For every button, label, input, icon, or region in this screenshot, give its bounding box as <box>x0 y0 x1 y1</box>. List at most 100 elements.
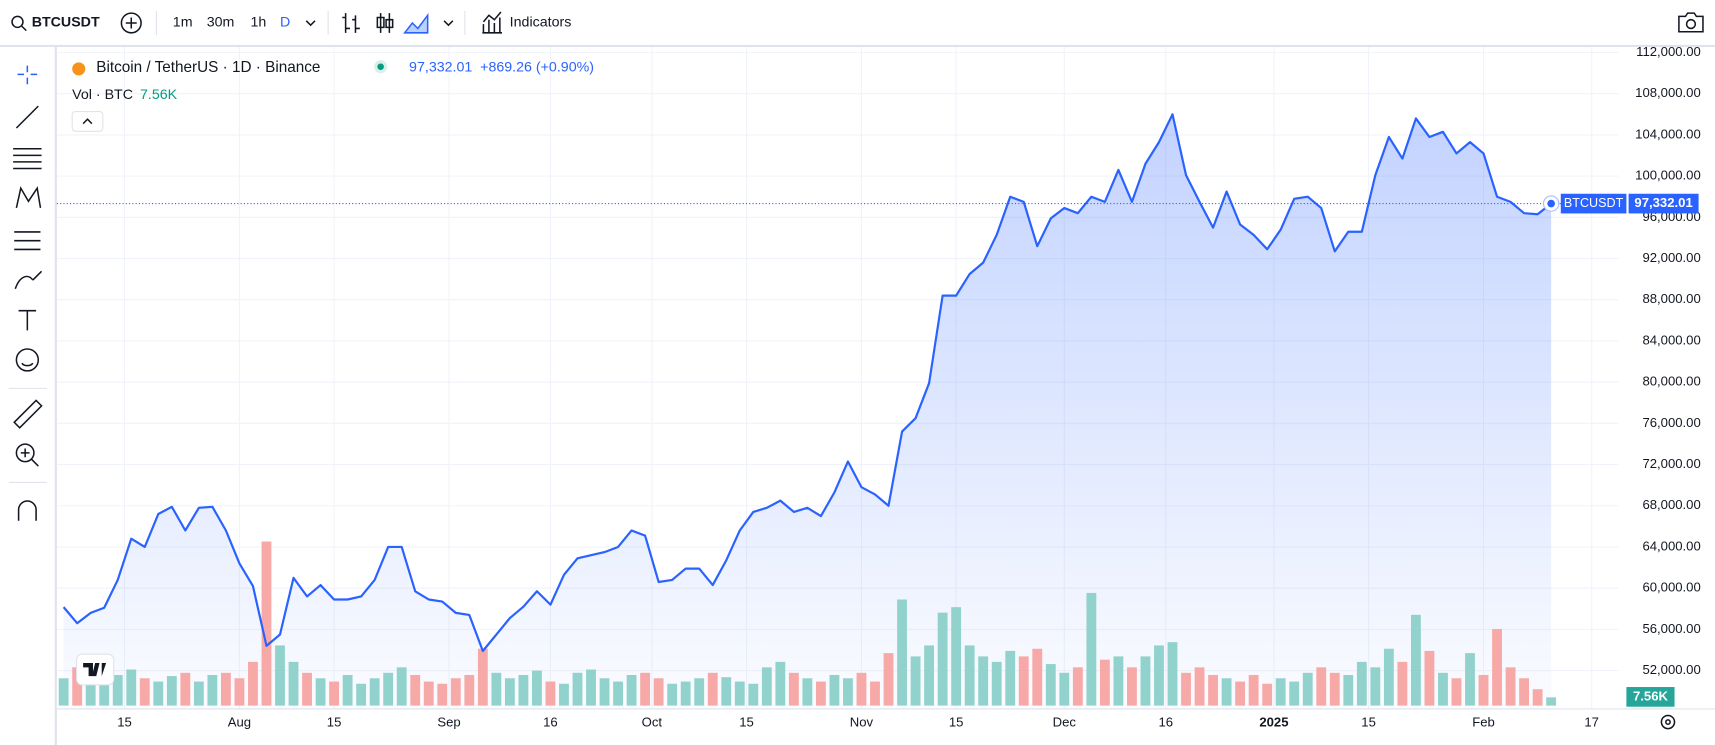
volume-bar <box>1505 667 1516 706</box>
volume-bar <box>870 681 880 706</box>
interval[interactable]: 1h <box>250 15 266 31</box>
volume-bar <box>1492 629 1502 706</box>
volume-bar <box>383 672 394 706</box>
volume-bar <box>464 674 475 706</box>
volume-bar <box>1045 664 1056 706</box>
volume-bar <box>545 681 556 706</box>
volume-bar <box>437 683 448 706</box>
emoji-tool[interactable] <box>15 348 40 372</box>
volume-bar <box>788 672 799 706</box>
text-tool[interactable] <box>18 309 37 331</box>
volume-bar <box>1302 672 1313 706</box>
pattern-tool[interactable] <box>15 186 42 209</box>
symbol-search[interactable]: BTCUSDT <box>11 15 100 32</box>
interval[interactable]: 30m <box>207 15 235 31</box>
x-tick-label: Aug <box>228 715 251 730</box>
volume-bar <box>153 681 164 706</box>
y-tick-label: 68,000.00 <box>1642 497 1700 512</box>
volume-bar <box>1329 672 1340 706</box>
brush-tool[interactable] <box>14 270 43 290</box>
volume-bar <box>721 677 732 706</box>
plot-area: 52,000.00 56,000.00 60,000.00 64,000.00 68,0… <box>56 44 1715 730</box>
volume-bar <box>856 672 867 706</box>
symbol[interactable]: BTCUSDT <box>32 15 100 31</box>
y-tick-label: 108,000.00 <box>1635 85 1701 100</box>
volume-bar <box>1343 674 1354 706</box>
add-icon <box>120 12 142 34</box>
volume-bar <box>761 667 772 706</box>
price-tag-bg <box>1628 193 1699 214</box>
y-tick-label: 80,000.00 <box>1642 374 1700 389</box>
volume-bar <box>450 678 461 706</box>
x-tick-label: 15 <box>117 715 132 730</box>
volume-bar <box>477 648 488 706</box>
volume-bar <box>329 681 340 706</box>
volume-bar <box>1194 667 1205 706</box>
volume-bar <box>261 541 272 706</box>
trendline-tool[interactable] <box>15 105 39 129</box>
volume-bar <box>1438 672 1448 706</box>
volume-bar <box>275 645 285 706</box>
volume-bar <box>193 681 204 706</box>
ruler-tool[interactable] <box>13 399 43 429</box>
volume-bar <box>843 678 853 706</box>
bars-style[interactable] <box>342 13 360 33</box>
volume-bar <box>978 656 989 706</box>
indicators-label[interactable]: Indicators <box>510 15 572 31</box>
volume-bar <box>99 683 110 706</box>
volume-bar <box>1167 642 1178 706</box>
crosshair-tool[interactable] <box>17 65 38 85</box>
style-menu[interactable] <box>443 20 454 27</box>
x-tick-label: Sep <box>437 715 460 730</box>
x-tick-label: 15 <box>1361 715 1376 730</box>
fib-tool[interactable] <box>13 148 42 170</box>
volume-bar <box>248 661 258 706</box>
volume-bar <box>342 674 353 706</box>
volume-bar <box>1099 659 1110 706</box>
snapshot-button[interactable] <box>1678 12 1704 33</box>
y-tick-label: 104,000.00 <box>1635 126 1701 141</box>
volume-bar <box>491 672 502 706</box>
interval-active[interactable]: D <box>280 15 290 31</box>
volume-bar <box>207 674 218 706</box>
volume-bar <box>1072 667 1083 706</box>
forecast-tool[interactable] <box>14 231 41 251</box>
volume-bar <box>991 661 1002 706</box>
volume-bar <box>1275 678 1286 706</box>
volume-bar <box>1208 674 1218 706</box>
y-tick-label: 112,000.00 <box>1636 44 1701 59</box>
settings-button[interactable] <box>1660 714 1676 730</box>
x-tick-label: Dec <box>1053 715 1077 730</box>
x-tick-label: 16 <box>1158 715 1173 730</box>
legend-price: 97,332.01 <box>409 60 472 76</box>
x-tick-label: 15 <box>739 715 754 730</box>
y-tick-label: 52,000.00 <box>1642 662 1700 677</box>
volume-bar <box>897 599 907 706</box>
volume-bar <box>924 645 935 706</box>
volume-legend-value: 7.56K <box>140 87 178 103</box>
candles-style[interactable] <box>376 13 394 33</box>
volume-bar <box>667 683 678 706</box>
symbol-tag: BTCUSDT <box>1564 196 1624 210</box>
magnet-tool[interactable] <box>17 500 37 521</box>
volume-bar <box>139 678 150 706</box>
volume-bar <box>1248 674 1259 706</box>
volume-bar <box>1519 678 1530 706</box>
area-style[interactable] <box>403 13 429 34</box>
y-tick-label: 76,000.00 <box>1642 415 1700 430</box>
interval-menu[interactable] <box>305 20 316 27</box>
interval[interactable]: 1m <box>173 15 193 31</box>
volume-bar <box>1424 650 1435 706</box>
volume-bar <box>288 661 299 706</box>
zoom-tool[interactable] <box>15 443 35 463</box>
x-tick-label: 15 <box>327 715 342 730</box>
add-symbol[interactable] <box>120 12 142 34</box>
indicators-button[interactable]: Indicators <box>482 11 572 34</box>
volume-bar <box>951 607 962 706</box>
volume-bar <box>1532 689 1543 706</box>
indicators-icon <box>482 11 503 34</box>
volume-bar <box>1127 667 1137 706</box>
collapse-legend[interactable] <box>71 111 104 132</box>
volume-bar <box>518 674 529 706</box>
